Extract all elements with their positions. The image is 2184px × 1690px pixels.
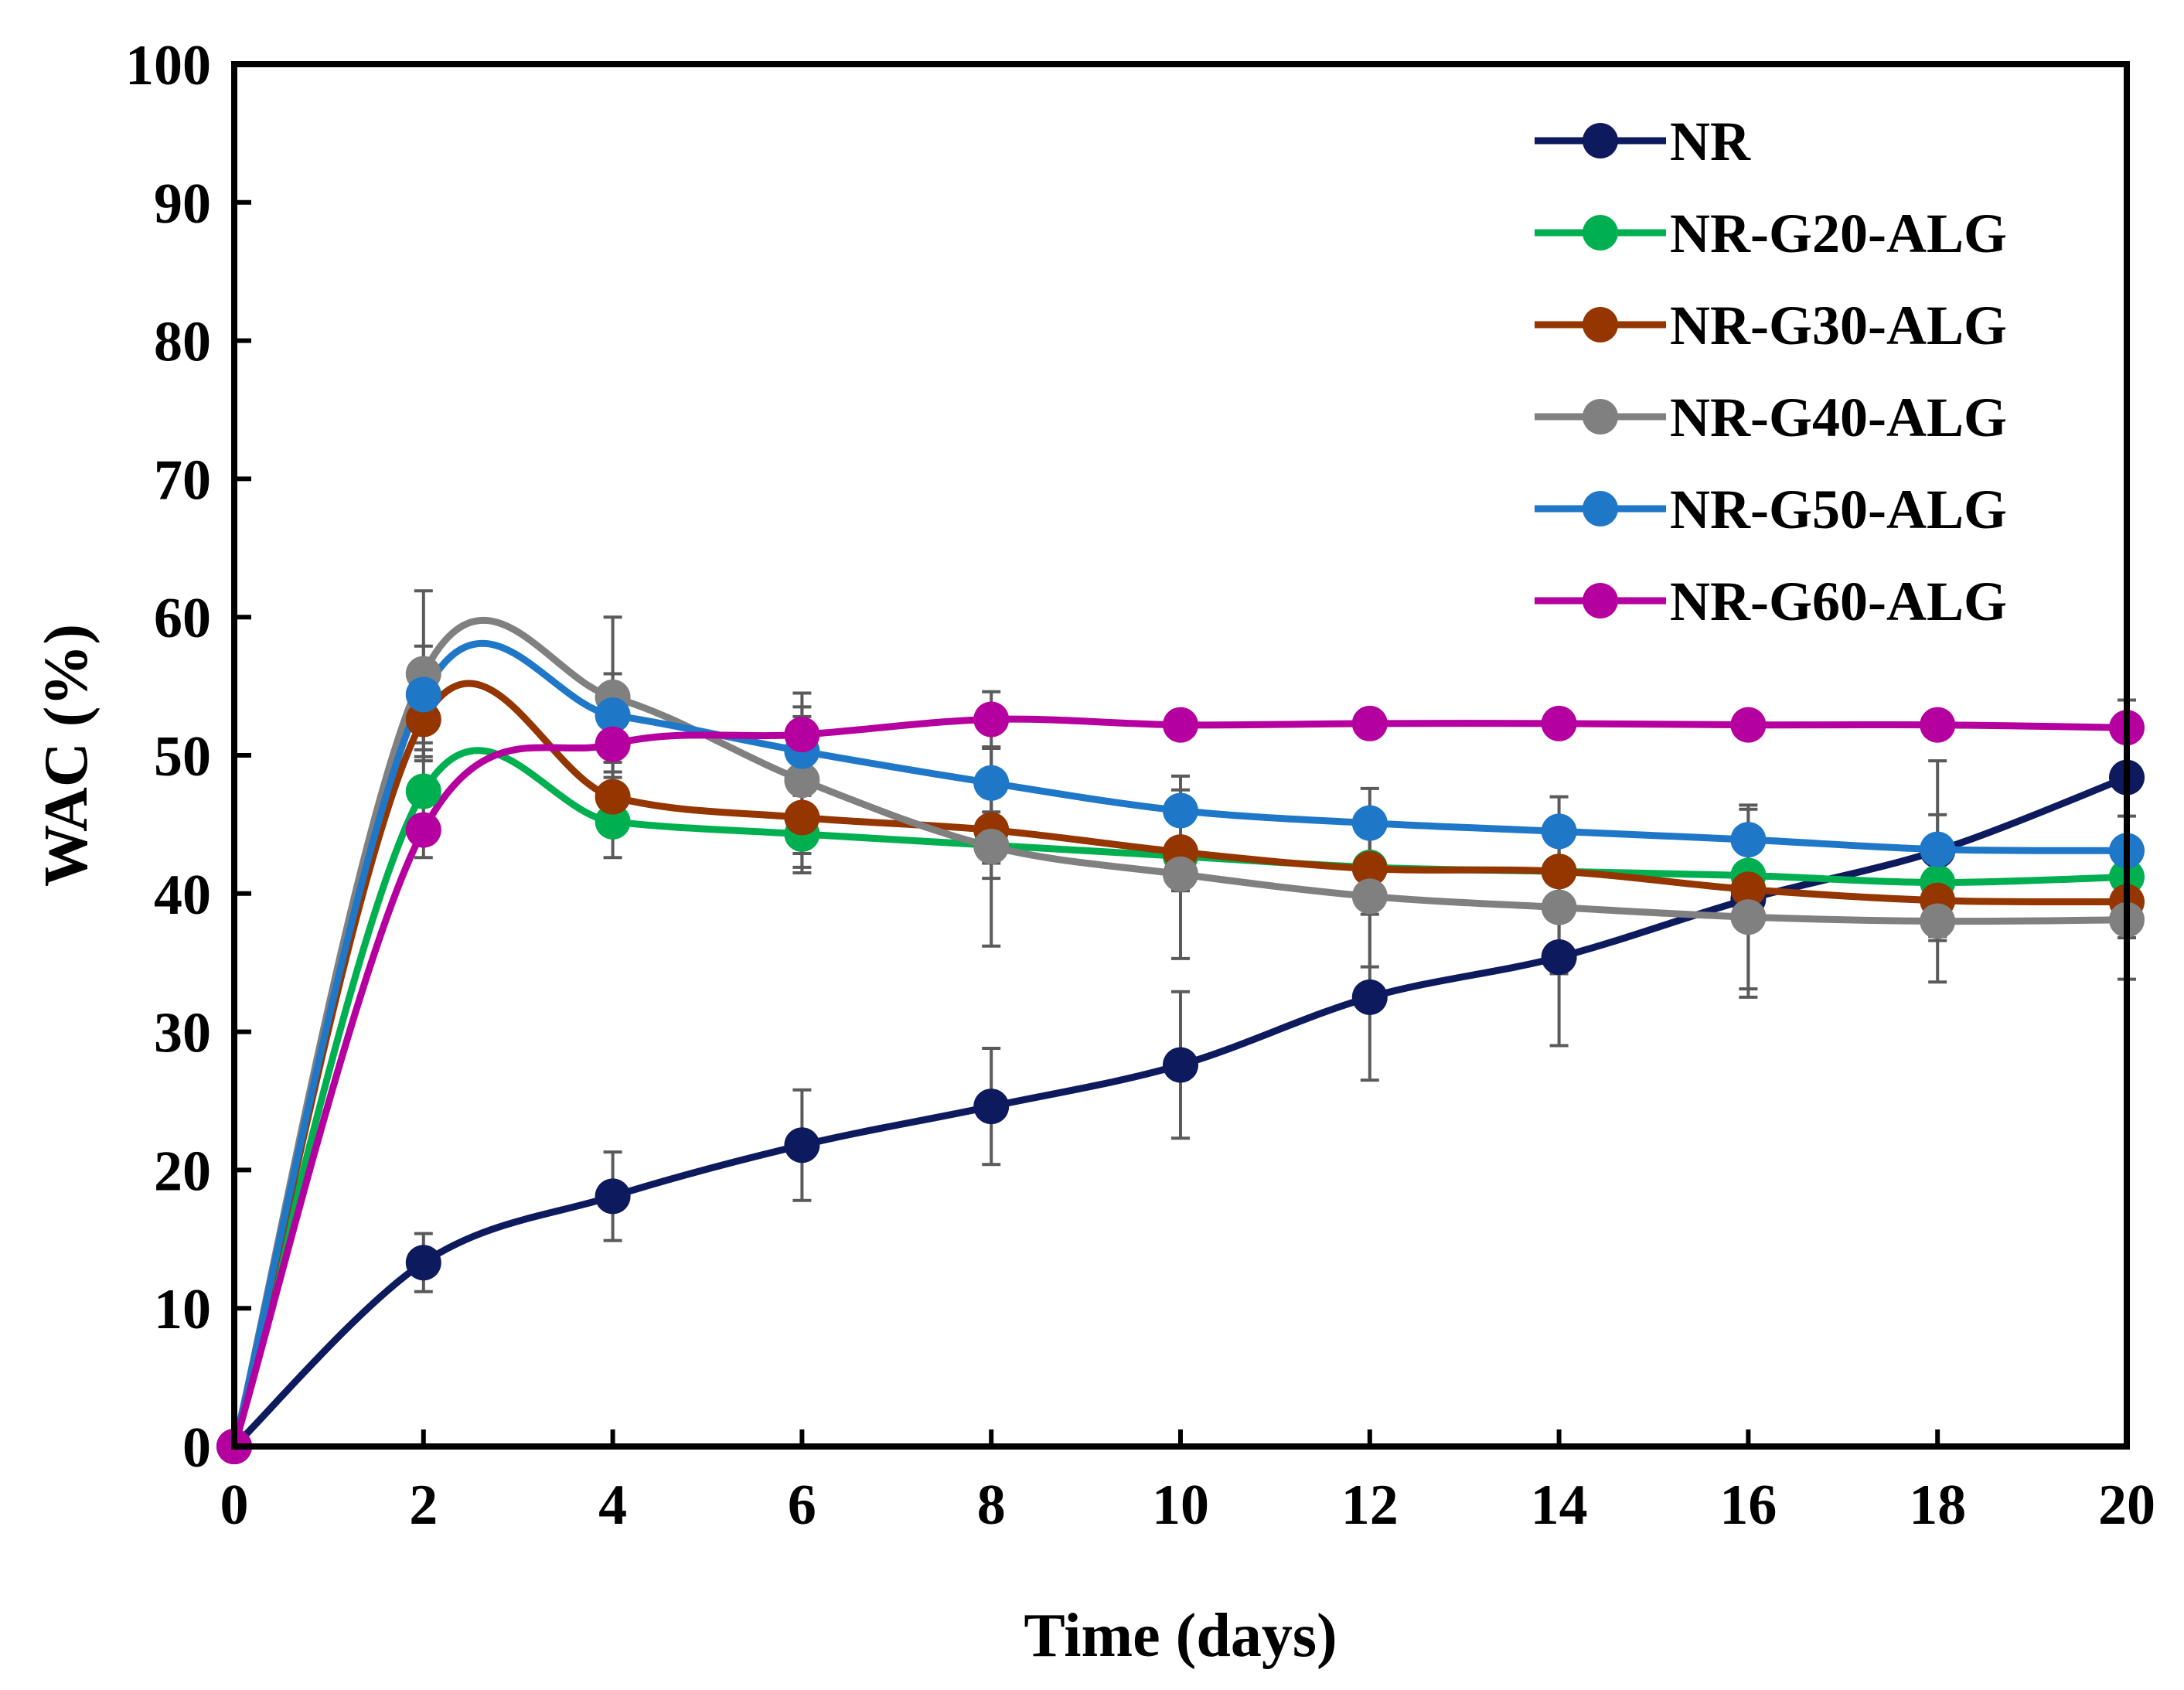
- data-point: [595, 726, 631, 762]
- x-tick-label: 10: [1152, 1474, 1209, 1537]
- legend-swatch-marker: [1583, 123, 1618, 158]
- data-point: [784, 717, 820, 753]
- legend-entry: NR-G50-ALG: [1535, 479, 2007, 540]
- data-point: [595, 697, 631, 734]
- legend-swatch-marker: [1583, 307, 1618, 342]
- data-point: [1163, 792, 1198, 829]
- data-point: [1920, 707, 1956, 743]
- legend-swatch-marker: [1583, 491, 1618, 526]
- legend-entry: NR-G60-ALG: [1535, 571, 2007, 632]
- y-tick-label: 30: [154, 1002, 211, 1065]
- y-axis: 0 10 20 30 40 50 60 70 80 90 100: [125, 34, 251, 1480]
- y-axis-title: WAC (%): [32, 624, 101, 887]
- data-point: [405, 1245, 441, 1281]
- data-point: [405, 701, 441, 738]
- data-point: [1351, 979, 1388, 1015]
- y-tick-label: 100: [125, 34, 211, 97]
- legend-label: NR-G30-ALG: [1670, 295, 2007, 356]
- y-tick-label: 60: [154, 587, 211, 650]
- legend-entry: NR-G40-ALG: [1535, 387, 2007, 448]
- data-point: [1163, 707, 1198, 743]
- x-tick-label: 4: [598, 1474, 627, 1537]
- legend-swatch-marker: [1583, 215, 1618, 250]
- data-point: [1541, 939, 1577, 976]
- legend-swatch-marker: [1583, 399, 1618, 434]
- legend-swatch-marker: [1583, 583, 1618, 618]
- data-point: [1351, 878, 1388, 915]
- data-point: [1351, 850, 1388, 887]
- x-tick-label: 20: [2098, 1474, 2155, 1537]
- legend-entry: NR-G20-ALG: [1535, 203, 2007, 264]
- x-tick-label: 8: [977, 1474, 1006, 1537]
- data-point: [1351, 705, 1388, 741]
- data-point: [1920, 831, 1956, 867]
- data-point: [1730, 899, 1767, 935]
- data-point: [1541, 813, 1577, 850]
- data-point: [405, 676, 441, 713]
- data-point: [784, 799, 820, 836]
- data-point: [1541, 705, 1577, 741]
- y-tick-label: 40: [154, 864, 211, 927]
- legend-label: NR-G40-ALG: [1670, 387, 2007, 448]
- data-point: [784, 1127, 820, 1164]
- y-tick-label: 10: [154, 1278, 211, 1341]
- legend-label: NR-G50-ALG: [1670, 479, 2007, 540]
- legend-entry: NR: [1535, 111, 1751, 172]
- data-point: [973, 829, 1010, 865]
- legend-label: NR-G60-ALG: [1670, 571, 2007, 632]
- data-point: [784, 762, 820, 799]
- legend-label: NR-G20-ALG: [1670, 203, 2007, 264]
- data-point: [1163, 856, 1198, 892]
- data-point: [1541, 854, 1577, 890]
- x-tick-label: 16: [1719, 1474, 1777, 1537]
- data-point: [973, 1089, 1010, 1125]
- data-point: [1730, 707, 1767, 743]
- legend-label: NR: [1670, 111, 1751, 172]
- data-point: [595, 803, 631, 840]
- y-tick-label: 90: [154, 172, 211, 236]
- data-point: [1163, 1047, 1198, 1083]
- x-axis: 0 2 4 6 8 10 12 14 16 18 20: [220, 1429, 2155, 1537]
- legend: NR NR-G20-ALG NR-G30-ALG NR-G40-ALG NR-G50-A…: [1535, 111, 2007, 632]
- data-point: [405, 773, 441, 809]
- y-tick-label: 0: [182, 1416, 211, 1480]
- legend-entry: NR-G30-ALG: [1535, 295, 2007, 356]
- y-tick-label: 70: [154, 448, 211, 512]
- data-point: [1730, 871, 1767, 908]
- y-tick-label: 80: [154, 311, 211, 374]
- data-point: [1920, 903, 1956, 939]
- x-tick-label: 12: [1341, 1474, 1399, 1537]
- data-point: [1351, 805, 1388, 841]
- x-tick-label: 14: [1531, 1474, 1588, 1537]
- y-tick-label: 20: [154, 1140, 211, 1203]
- data-point: [595, 1178, 631, 1215]
- x-tick-label: 0: [220, 1474, 249, 1537]
- y-tick-label: 50: [154, 725, 211, 789]
- data-point: [973, 765, 1010, 801]
- x-axis-title: Time (days): [1024, 1602, 1337, 1670]
- data-point: [1730, 822, 1767, 858]
- data-point: [1541, 889, 1577, 925]
- data-point: [973, 701, 1010, 738]
- x-tick-label: 18: [1909, 1474, 1966, 1537]
- data-point: [405, 812, 441, 848]
- x-tick-label: 6: [788, 1474, 816, 1537]
- data-point: [595, 779, 631, 815]
- x-tick-label: 2: [409, 1474, 438, 1537]
